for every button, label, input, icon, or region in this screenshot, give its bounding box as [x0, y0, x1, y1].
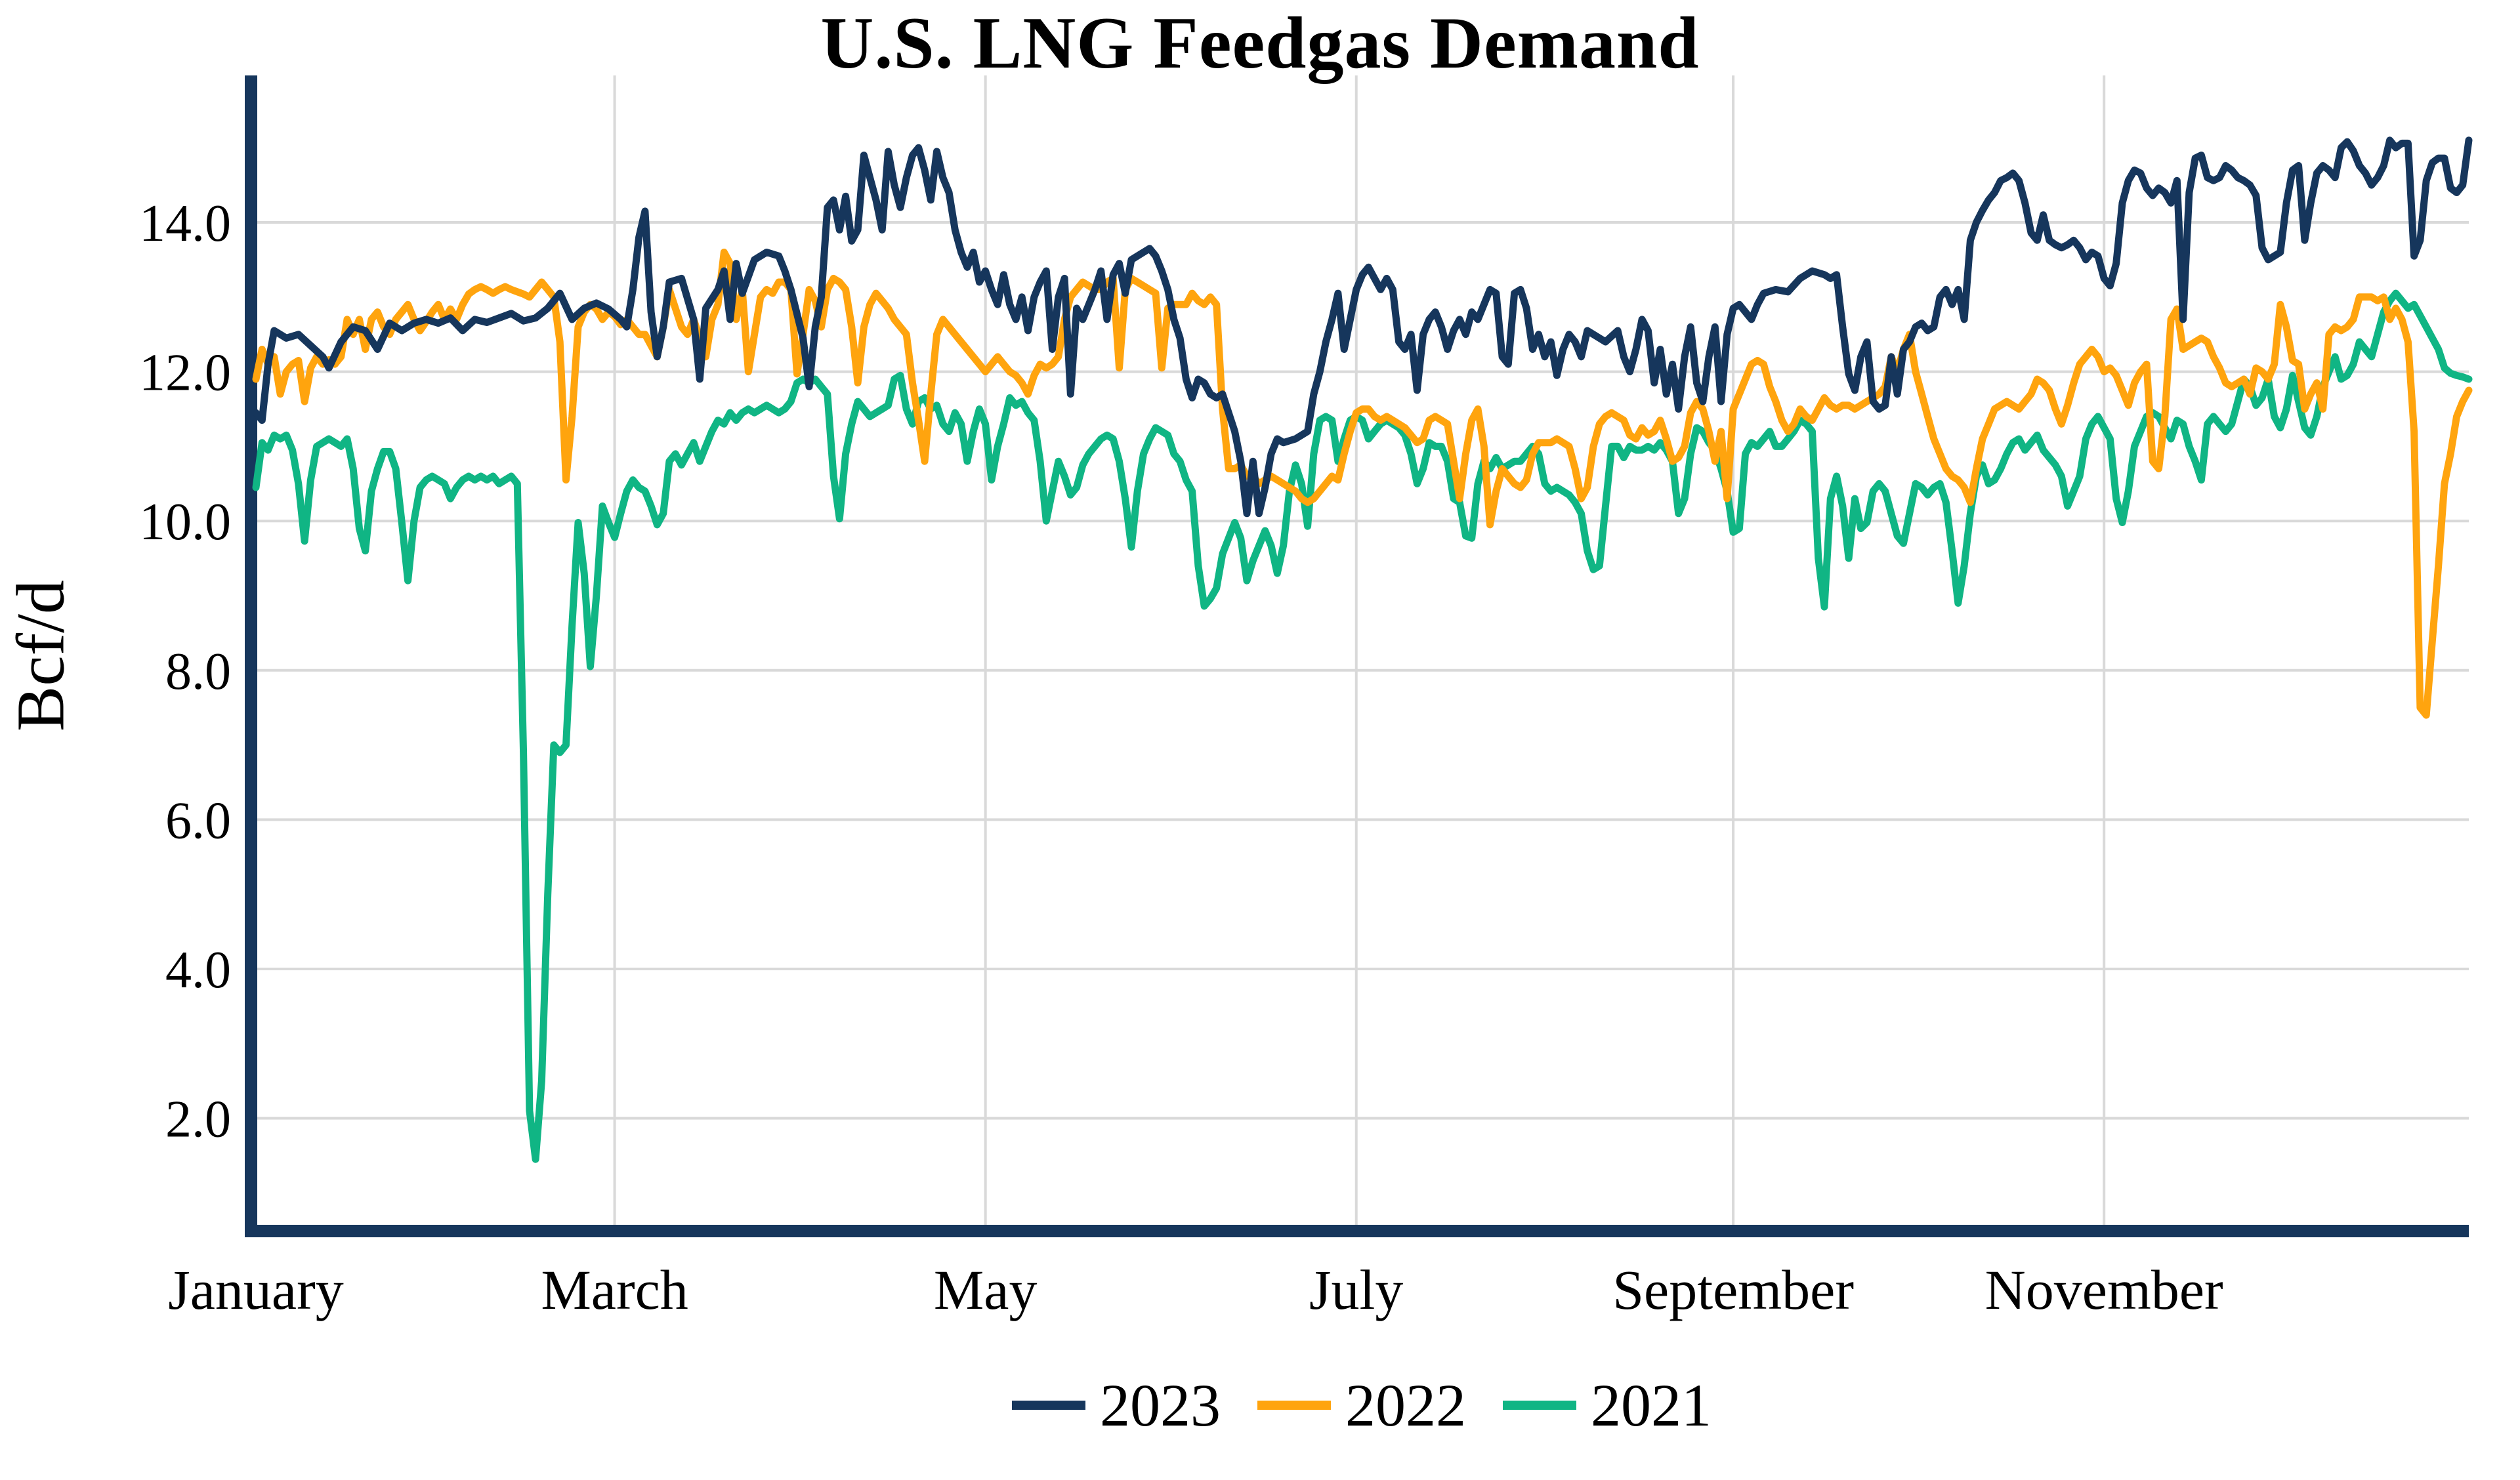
x-tick-label: July: [1309, 1258, 1403, 1321]
y-axis-spine: [245, 75, 257, 1237]
x-tick-label: May: [934, 1258, 1038, 1321]
legend-swatch-2023-line-icon: [1012, 1401, 1085, 1410]
chart-title: U.S. LNG Feedgas Demand: [820, 3, 1700, 84]
y-tick-label: 8.0: [165, 643, 231, 701]
y-tick-label: 2.0: [165, 1091, 231, 1149]
legend-item-2021: 2021: [1503, 1375, 1712, 1435]
legend-item-2022: 2022: [1257, 1375, 1466, 1435]
x-tick-label: November: [1985, 1258, 2223, 1321]
y-tick-label: 6.0: [165, 792, 231, 850]
x-tick-label: January: [168, 1258, 343, 1321]
series-line-2021: [252, 289, 2473, 1163]
x-tick-label: March: [541, 1258, 688, 1321]
x-axis-spine: [245, 1225, 2469, 1237]
legend-label-2022: 2022: [1345, 1372, 1466, 1439]
legend-swatch-2022-line-icon: [1257, 1401, 1331, 1410]
y-tick-label: 10.0: [139, 493, 231, 551]
y-tick-label: 4.0: [165, 941, 231, 999]
legend-label-2021: 2021: [1591, 1372, 1712, 1439]
y-tick-label: 12.0: [139, 344, 231, 402]
legend-swatch-2021-line-icon: [1503, 1401, 1576, 1410]
y-tick-label: 14.0: [139, 195, 231, 253]
legend-label-2023: 2023: [1100, 1372, 1221, 1439]
legend-item-2023: 2023: [1012, 1375, 1221, 1435]
series-line-2023: [252, 136, 2473, 518]
x-tick-label: September: [1612, 1258, 1854, 1321]
chart-legend: 2023 2022 2021: [0, 1375, 2520, 1435]
